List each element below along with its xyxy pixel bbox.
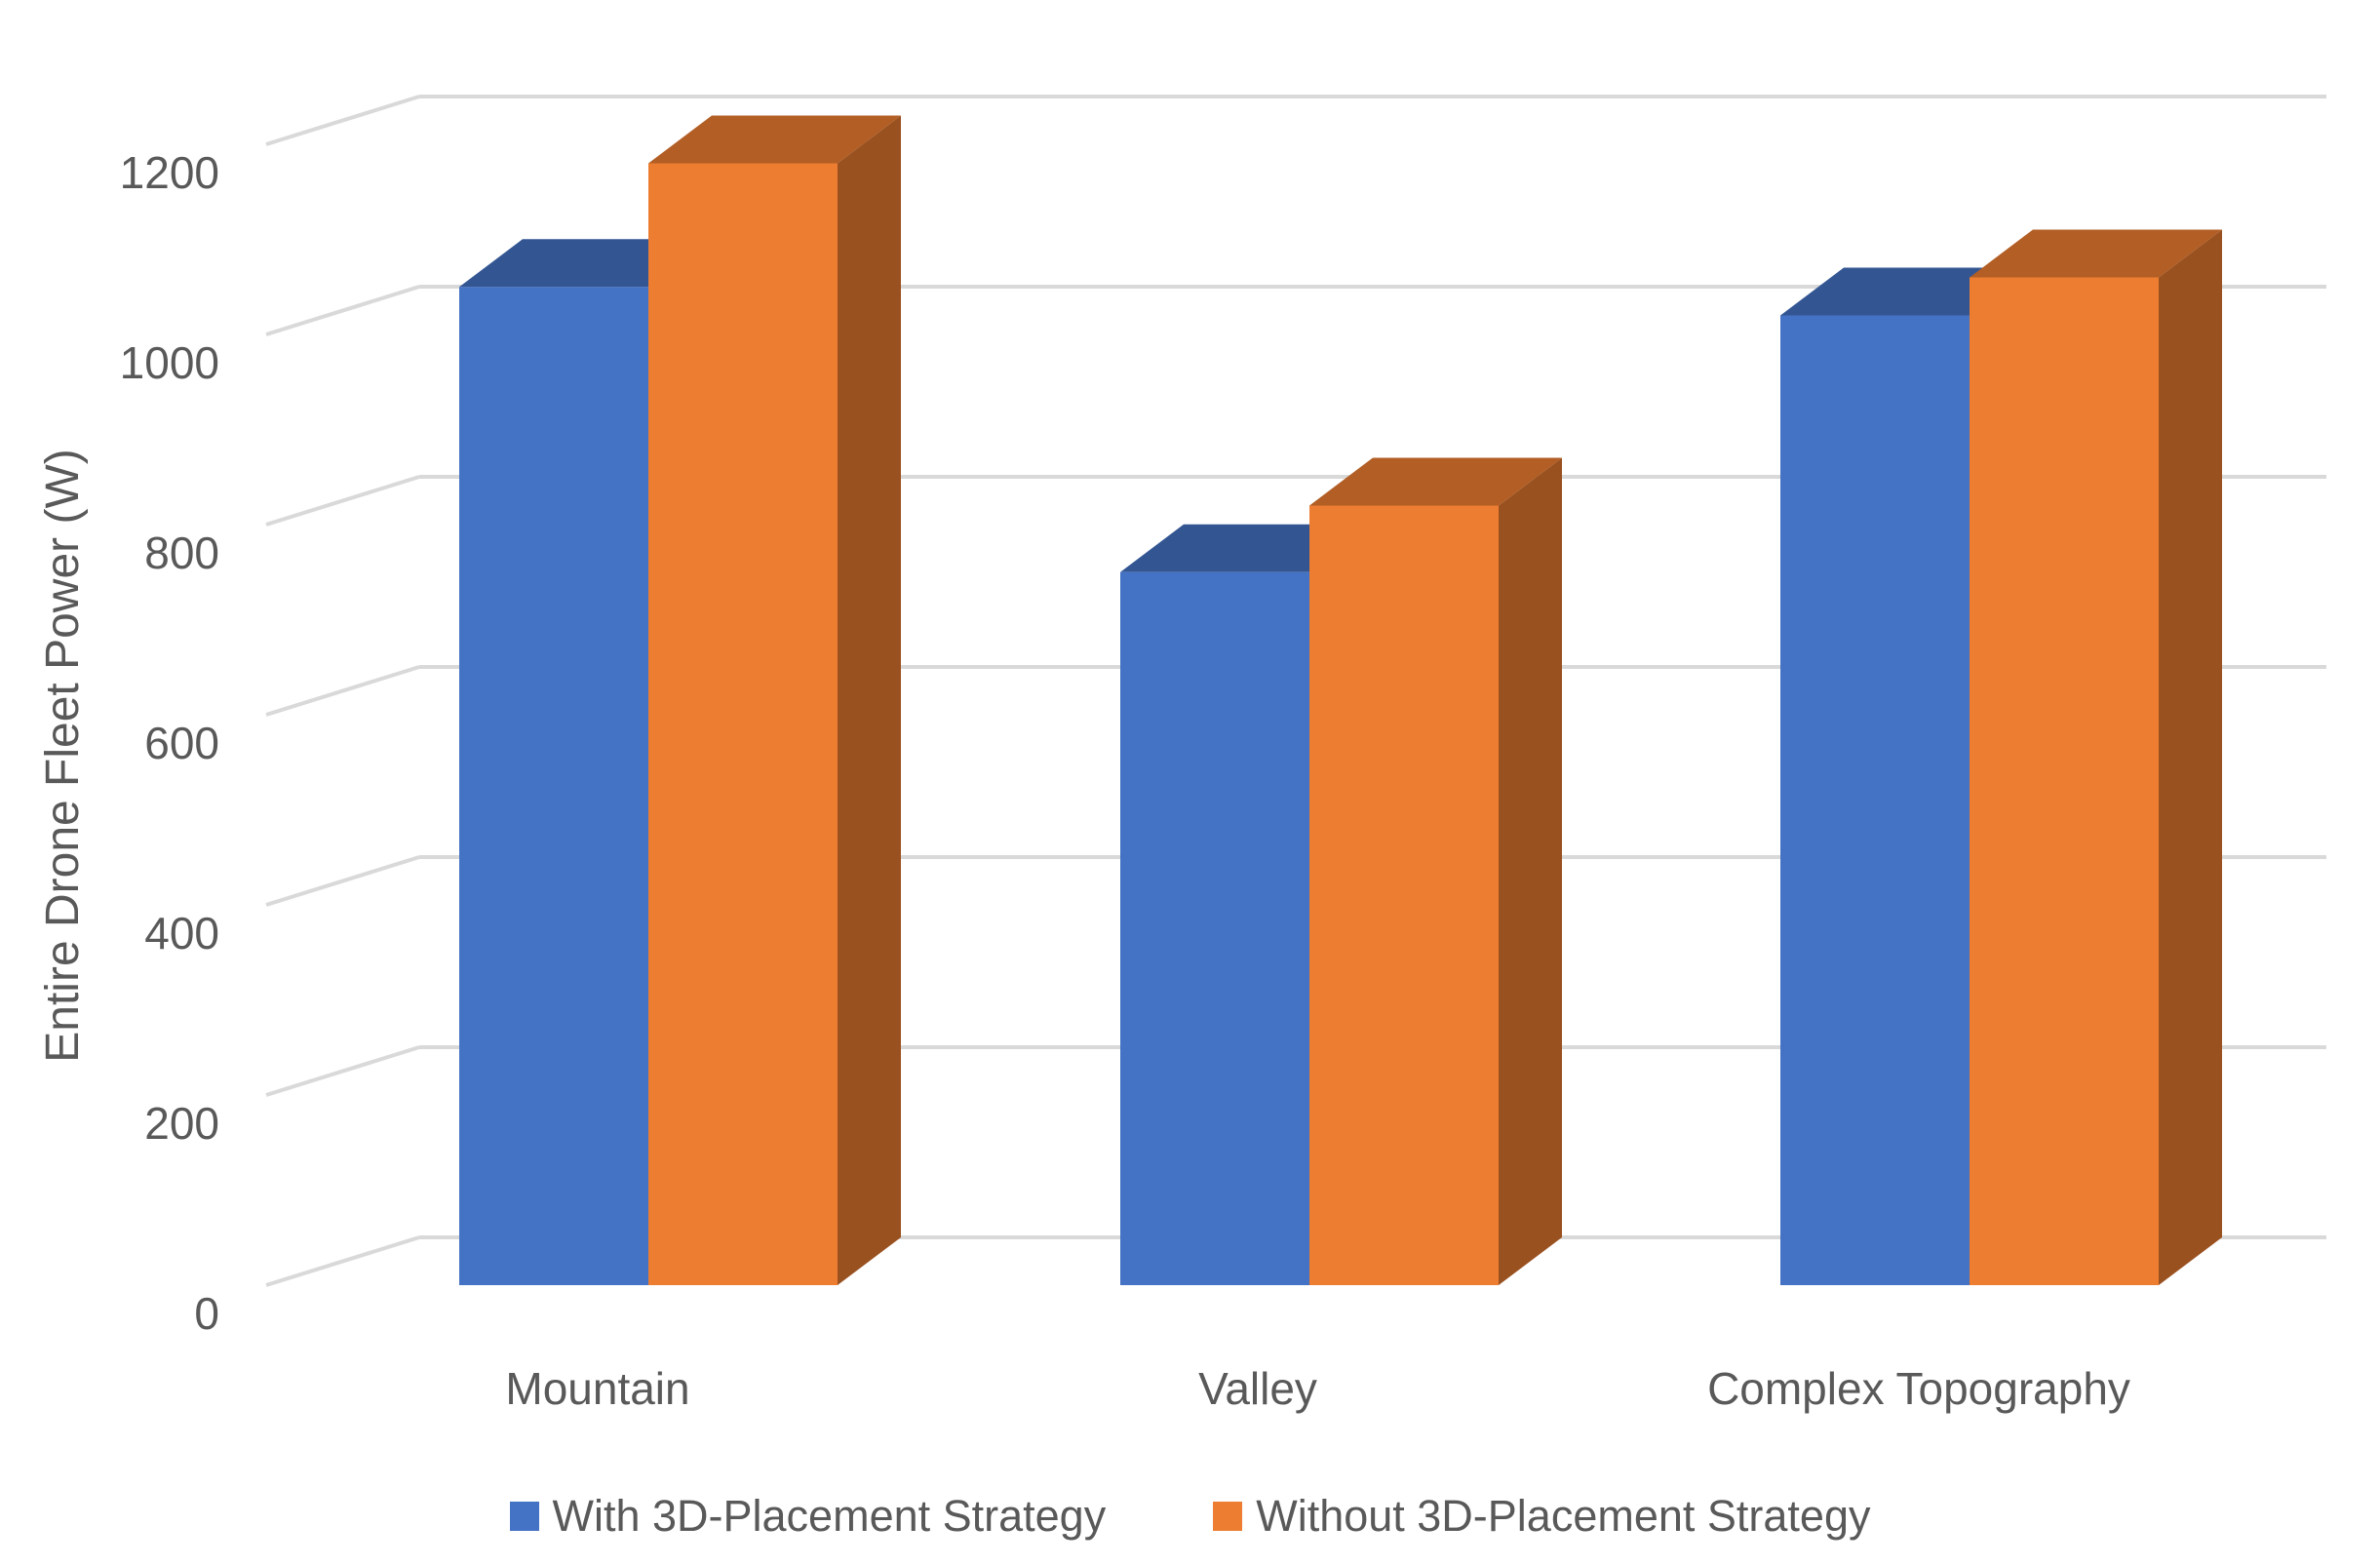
bar-side-face: [1499, 457, 1562, 1285]
bar: [648, 163, 838, 1285]
bar-top-face: [648, 115, 901, 164]
bar: [1120, 571, 1309, 1285]
y-axis-label: Entire Drone Fleet Power (W): [37, 449, 89, 1063]
legend-swatch-without: [1213, 1502, 1243, 1531]
y-tick-label: 800: [144, 528, 219, 578]
gridline-diagonal: [265, 855, 420, 907]
y-tick-label: 1000: [120, 337, 219, 388]
gridline-diagonal: [265, 1045, 420, 1097]
bar-side-face: [2159, 229, 2222, 1285]
x-tick-label: Valley: [1198, 1363, 1317, 1414]
y-tick-labels: 0 200 400 600 800 1000 1200: [120, 147, 219, 1339]
y-tick-label: 0: [194, 1288, 219, 1339]
gridline-diagonal: [265, 665, 420, 717]
gridline-diagonal: [265, 1235, 420, 1287]
legend-item-with: With 3D-Placement Strategy: [509, 1491, 1107, 1542]
y-tick-label: 1200: [120, 147, 219, 198]
bar-top-face: [1309, 457, 1562, 506]
y-tick-label: 400: [144, 908, 219, 959]
bar-side-face: [838, 115, 901, 1285]
gridline-diagonal: [265, 95, 420, 146]
bar-top-face: [1970, 229, 2222, 278]
legend-label-with: With 3D-Placement Strategy: [552, 1491, 1107, 1541]
bar: [1970, 277, 2159, 1285]
bar: [1309, 505, 1499, 1285]
bar: [1780, 315, 1970, 1285]
bar: [459, 287, 648, 1285]
x-tick-labels: Mountain Valley Complex Topography: [505, 1363, 2130, 1414]
legend-item-without: Without 3D-Placement Strategy: [1213, 1491, 1870, 1542]
legend: With 3D-Placement Strategy Without 3D-Pl…: [0, 1487, 2380, 1545]
y-tick-label: 600: [144, 718, 219, 768]
bars: [459, 115, 2222, 1285]
x-tick-label: Mountain: [505, 1363, 689, 1414]
gridline-diagonal: [265, 475, 420, 527]
x-tick-label: Complex Topography: [1707, 1363, 2130, 1414]
legend-swatch-with: [509, 1502, 539, 1531]
legend-label-without: Without 3D-Placement Strategy: [1256, 1491, 1871, 1541]
gridline-diagonal: [265, 285, 420, 336]
y-tick-label: 200: [144, 1098, 219, 1149]
